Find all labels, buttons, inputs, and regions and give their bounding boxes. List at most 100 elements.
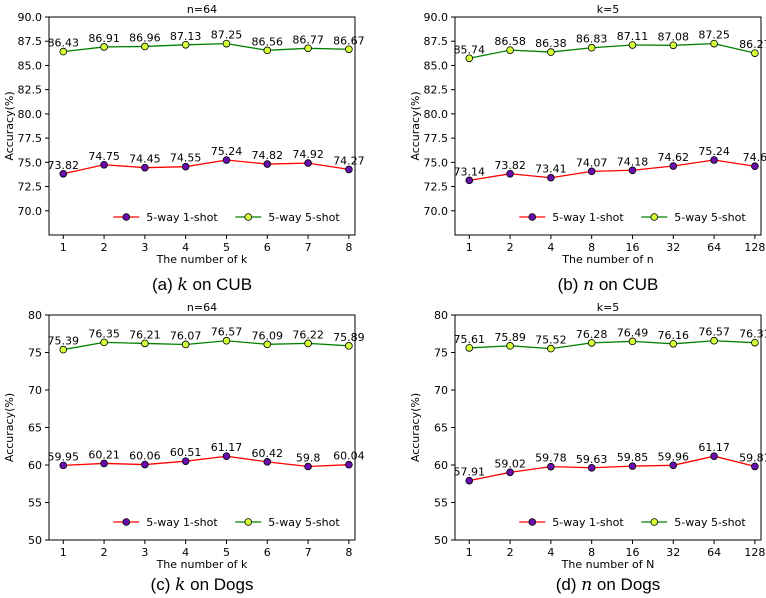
legend-marker-one-shot xyxy=(528,213,537,221)
data-label-one-shot: 74.62 xyxy=(658,151,690,164)
y-axis-label: Accuracy(%) xyxy=(3,91,16,160)
data-label-one-shot: 74.45 xyxy=(129,153,161,166)
data-point-five-shot xyxy=(587,339,596,347)
data-point-one-shot xyxy=(628,462,637,470)
x-tick-label: 8 xyxy=(588,546,595,559)
x-axis-label: The number of N xyxy=(561,558,655,571)
legend-label-one-shot: 5-way 1-shot xyxy=(146,211,218,224)
y-tick-label: 65 xyxy=(434,422,448,435)
x-tick-label: 2 xyxy=(101,546,108,559)
x-axis-label: The number of n xyxy=(561,253,653,266)
data-point-one-shot xyxy=(100,459,108,468)
y-tick-label: 60 xyxy=(28,459,42,472)
data-point-five-shot xyxy=(751,49,759,57)
legend-label-one-shot: 5-way 1-shot xyxy=(552,211,624,224)
data-point-one-shot xyxy=(710,452,718,461)
series-line-five-shot xyxy=(63,340,349,351)
legend-marker-five-shot xyxy=(650,213,659,221)
data-point-one-shot xyxy=(751,162,759,171)
x-tick-label: 1 xyxy=(466,241,473,254)
legend-label-five-shot: 5-way 5-shot xyxy=(674,211,746,224)
caption-suffix: on CUB xyxy=(594,275,658,294)
x-tick-label: 2 xyxy=(507,241,514,254)
x-tick-label: 1 xyxy=(60,241,67,254)
data-point-one-shot xyxy=(304,159,312,167)
y-axis-label: Accuracy(%) xyxy=(3,393,16,462)
data-label-five-shot: 86.77 xyxy=(292,33,324,46)
data-point-five-shot xyxy=(345,45,353,54)
caption-suffix: on Dogs xyxy=(185,575,253,594)
data-point-five-shot xyxy=(263,340,272,349)
data-label-five-shot: 76.07 xyxy=(170,329,202,342)
data-point-five-shot xyxy=(669,41,678,50)
x-tick-label: 32 xyxy=(666,241,680,254)
x-tick-label: 32 xyxy=(666,546,680,559)
series-line-five-shot xyxy=(469,340,755,350)
y-tick-label: 85.0 xyxy=(18,59,43,72)
caption-variable: n xyxy=(581,575,592,595)
data-label-five-shot: 76.21 xyxy=(129,328,161,341)
y-tick-label: 85.0 xyxy=(424,59,449,72)
data-point-five-shot xyxy=(628,41,637,49)
data-label-one-shot: 60.21 xyxy=(88,448,120,461)
data-point-five-shot xyxy=(547,344,555,353)
caption-variable: k xyxy=(175,575,185,595)
data-point-five-shot xyxy=(304,44,312,53)
series-line-one-shot xyxy=(469,159,755,181)
data-label-five-shot: 87.13 xyxy=(170,30,202,43)
x-tick-label: 1 xyxy=(60,546,67,559)
data-label-one-shot: 75.24 xyxy=(211,145,243,158)
x-tick-label: 5 xyxy=(223,241,230,254)
legend-label-one-shot: 5-way 1-shot xyxy=(146,516,218,529)
data-point-five-shot xyxy=(222,336,231,345)
y-tick-label: 90.0 xyxy=(18,11,43,24)
data-point-one-shot xyxy=(669,162,678,170)
x-tick-label: 8 xyxy=(588,241,595,254)
y-axis-label: Accuracy(%) xyxy=(409,91,422,160)
caption-prefix: (c) xyxy=(151,575,176,594)
data-point-five-shot xyxy=(181,340,190,349)
x-tick-label: 8 xyxy=(345,241,352,254)
data-label-five-shot: 87.25 xyxy=(698,29,730,42)
caption-variable: n xyxy=(583,275,594,295)
data-label-five-shot: 87.08 xyxy=(658,30,690,43)
data-label-one-shot: 73.82 xyxy=(494,159,526,172)
data-label-one-shot: 59.78 xyxy=(535,452,567,465)
data-label-one-shot: 59.95 xyxy=(48,450,80,463)
data-label-one-shot: 60.04 xyxy=(333,450,365,463)
legend-marker-one-shot xyxy=(528,518,537,526)
data-point-one-shot xyxy=(141,460,149,469)
data-point-one-shot xyxy=(181,457,190,465)
x-tick-label: 128 xyxy=(744,546,765,559)
data-label-five-shot: 87.25 xyxy=(211,29,243,42)
y-tick-label: 70.0 xyxy=(424,205,449,218)
data-point-one-shot xyxy=(669,461,678,470)
data-label-five-shot: 76.16 xyxy=(658,329,690,342)
y-tick-label: 70 xyxy=(28,384,42,397)
y-tick-label: 80.0 xyxy=(18,108,43,121)
y-tick-label: 82.5 xyxy=(424,84,449,97)
data-point-five-shot xyxy=(100,43,108,51)
data-point-five-shot xyxy=(465,344,474,352)
x-tick-label: 5 xyxy=(223,546,230,559)
data-point-one-shot xyxy=(304,462,312,471)
y-tick-label: 75.0 xyxy=(18,156,43,169)
x-axis-label: The number of k xyxy=(156,253,248,266)
data-point-one-shot xyxy=(465,176,474,185)
data-label-five-shot: 76.09 xyxy=(252,329,284,342)
data-point-one-shot xyxy=(181,162,190,171)
x-tick-label: 4 xyxy=(182,241,189,254)
data-label-one-shot: 74.27 xyxy=(333,154,365,167)
y-tick-label: 50 xyxy=(434,534,448,547)
data-point-one-shot xyxy=(710,156,718,164)
data-label-five-shot: 75.61 xyxy=(454,333,486,346)
data-point-one-shot xyxy=(263,458,272,466)
data-label-one-shot: 73.14 xyxy=(454,165,486,178)
caption-prefix: (b) xyxy=(558,275,584,294)
data-label-one-shot: 60.06 xyxy=(129,450,161,463)
data-label-five-shot: 86.96 xyxy=(129,31,161,44)
legend-marker-one-shot xyxy=(122,518,131,526)
data-point-one-shot xyxy=(506,169,514,178)
figure-caption: (a) k on CUB xyxy=(152,275,252,295)
